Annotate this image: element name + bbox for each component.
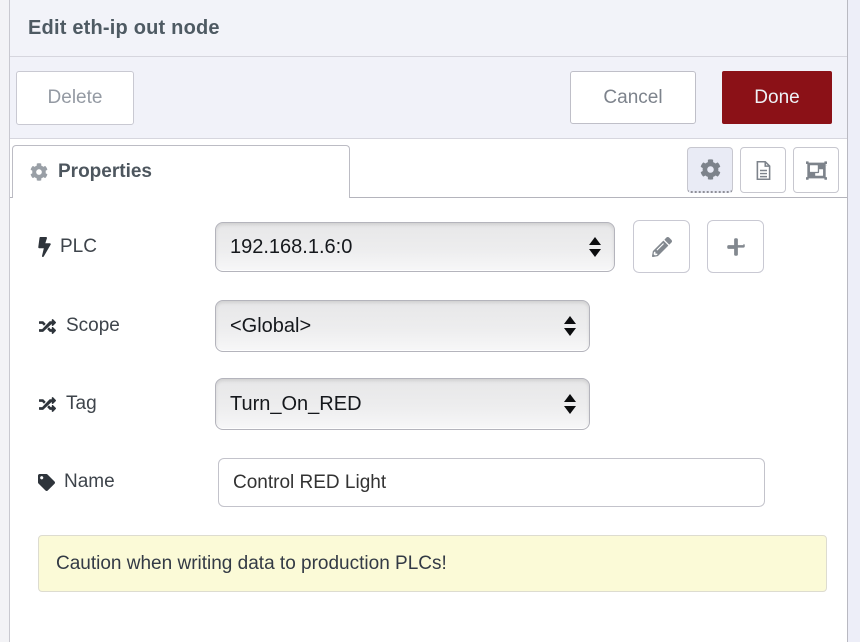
plc-label-text: PLC: [60, 236, 97, 257]
tab-action-buttons: [687, 147, 839, 193]
plc-select-value: 192.168.1.6:0: [230, 235, 353, 258]
dialog-toolbar: Delete Cancel Done: [10, 57, 847, 139]
done-button[interactable]: Done: [722, 71, 832, 124]
select-arrows-icon: [564, 316, 576, 336]
cancel-button[interactable]: Cancel: [570, 71, 696, 124]
bolt-icon: [38, 237, 51, 257]
tab-bar: Properties: [10, 139, 847, 198]
shuffle-icon: [38, 318, 57, 335]
cog-icon: [700, 159, 721, 180]
tag-icon: [38, 474, 55, 491]
scope-label-text: Scope: [66, 315, 120, 336]
scope-select-value: <Global>: [230, 314, 312, 337]
edit-node-dialog: Edit eth-ip out node Delete Cancel Done …: [9, 0, 848, 642]
tag-select-value: Turn_On_RED: [230, 392, 362, 415]
cog-icon: [30, 163, 48, 181]
tag-label-text: Tag: [66, 393, 97, 414]
tag-select[interactable]: Turn_On_RED: [215, 378, 590, 430]
delete-button[interactable]: Delete: [16, 70, 134, 125]
dialog-title: Edit eth-ip out node: [28, 16, 220, 39]
plc-label: PLC: [38, 234, 97, 260]
name-input[interactable]: [218, 458, 765, 507]
caution-tip: Caution when writing data to production …: [38, 535, 827, 592]
node-appearance-button[interactable]: [793, 147, 839, 193]
tab-properties[interactable]: Properties: [12, 145, 350, 198]
name-label: Name: [38, 469, 115, 495]
pencil-icon: [652, 237, 672, 257]
object-group-icon: [806, 160, 827, 181]
add-plc-button[interactable]: [707, 220, 764, 273]
workspace-edge: [0, 0, 9, 642]
select-arrows-icon: [589, 237, 601, 257]
scope-label: Scope: [38, 313, 120, 339]
node-settings-button[interactable]: [687, 147, 733, 193]
plus-icon: [726, 237, 746, 257]
name-label-text: Name: [64, 471, 115, 492]
edit-plc-button[interactable]: [633, 220, 690, 273]
caution-tip-text: Caution when writing data to production …: [56, 552, 447, 574]
file-icon: [753, 160, 774, 181]
plc-select[interactable]: 192.168.1.6:0: [215, 222, 615, 272]
node-description-button[interactable]: [740, 147, 786, 193]
tab-properties-label: Properties: [58, 161, 152, 182]
properties-form: PLC 192.168.1.6:0 Scope <Global> Tag Tur…: [10, 198, 847, 642]
tag-label: Tag: [38, 391, 97, 417]
dialog-header: Edit eth-ip out node: [10, 0, 847, 57]
select-arrows-icon: [564, 394, 576, 414]
shuffle-icon: [38, 396, 57, 413]
scope-select[interactable]: <Global>: [215, 300, 590, 352]
